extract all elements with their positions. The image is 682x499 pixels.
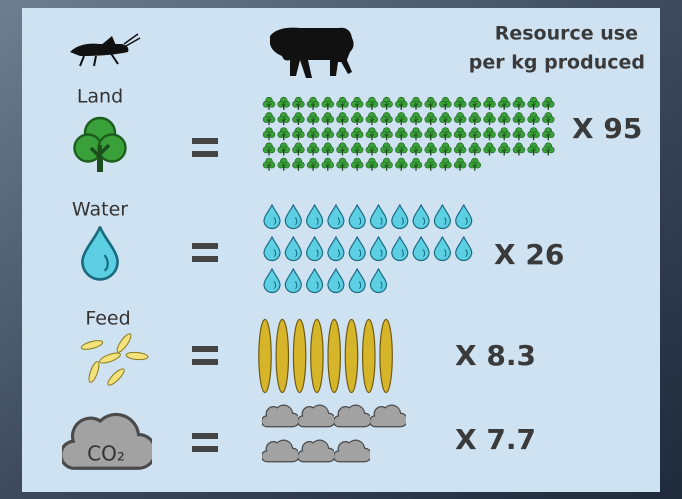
grain-icon — [259, 320, 271, 393]
multiplier: X 95 — [572, 112, 642, 145]
row-label: Water — [72, 199, 128, 221]
multiplier: X 26 — [494, 238, 564, 271]
grain-icon — [293, 320, 305, 393]
multiplier: X 8.3 — [455, 339, 536, 372]
row-label: CO₂ — [87, 442, 125, 466]
grain-icon — [380, 320, 392, 393]
header-line: per kg produced — [469, 52, 645, 74]
row-label: Feed — [85, 308, 130, 330]
row-label: Land — [77, 86, 123, 108]
header-line: Resource use — [495, 23, 638, 45]
grain-icon — [363, 320, 375, 393]
grain-icon — [276, 320, 288, 393]
grain-icon — [328, 320, 340, 393]
grain-icon — [311, 320, 323, 393]
multiplier: X 7.7 — [455, 423, 536, 456]
icon-group — [259, 320, 410, 393]
grain-icon — [345, 320, 357, 393]
infographic: Resource use per kg produced Land Water … — [0, 0, 682, 499]
